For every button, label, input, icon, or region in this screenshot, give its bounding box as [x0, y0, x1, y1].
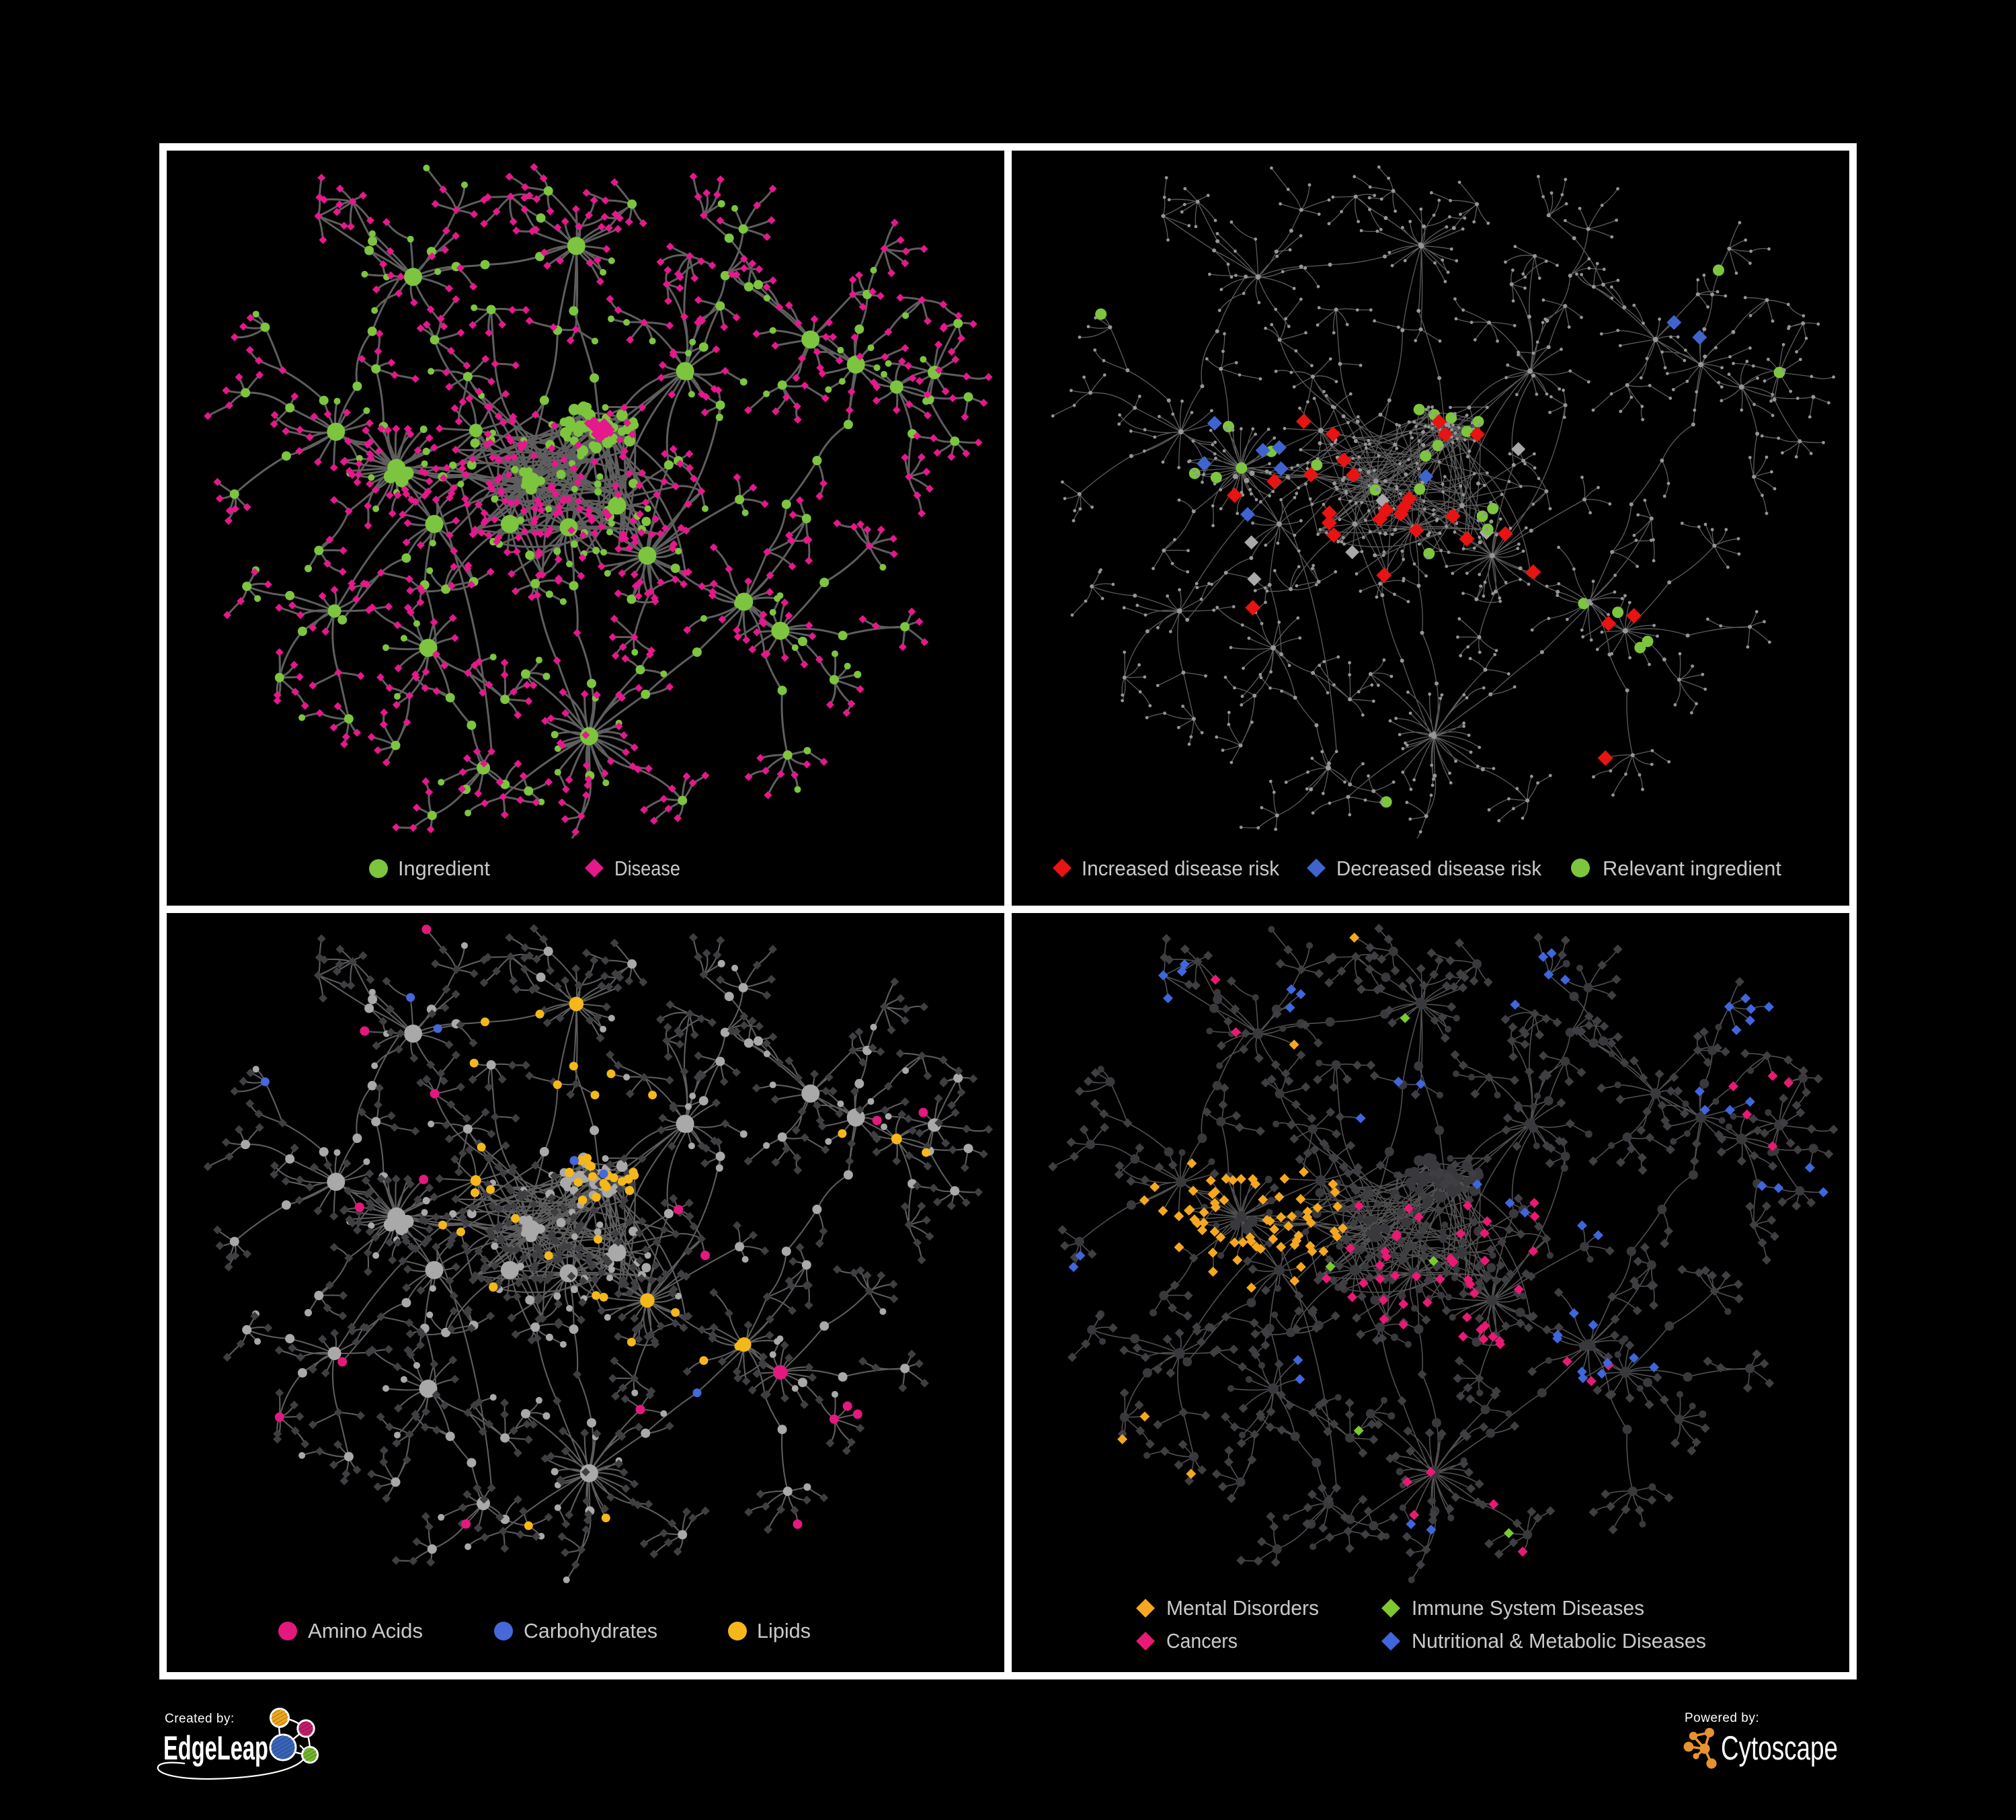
svg-text:Nutritional & Metabolic Diseas: Nutritional & Metabolic Diseases [1412, 1629, 1706, 1653]
svg-text:Mental Disorders: Mental Disorders [1166, 1596, 1319, 1620]
svg-text:Lipids: Lipids [757, 1619, 811, 1643]
svg-text:Cytoscape: Cytoscape [1721, 1729, 1838, 1767]
svg-text:EdgeLeap: EdgeLeap [163, 1729, 268, 1767]
svg-text:Carbohydrates: Carbohydrates [524, 1619, 657, 1643]
svg-text:Increased disease risk: Increased disease risk [1082, 857, 1279, 880]
svg-text:Disease: Disease [614, 857, 680, 880]
svg-text:Decreased disease risk: Decreased disease risk [1336, 857, 1541, 880]
svg-text:Powered by:: Powered by: [1685, 1711, 1759, 1725]
svg-text:Created by:: Created by: [165, 1712, 235, 1726]
svg-text:Amino Acids: Amino Acids [308, 1619, 423, 1643]
svg-text:Cancers: Cancers [1166, 1629, 1238, 1653]
svg-text:Relevant ingredient: Relevant ingredient [1603, 857, 1781, 880]
svg-text:Immune System Diseases: Immune System Diseases [1412, 1596, 1644, 1620]
svg-text:Ingredient: Ingredient [398, 857, 490, 880]
